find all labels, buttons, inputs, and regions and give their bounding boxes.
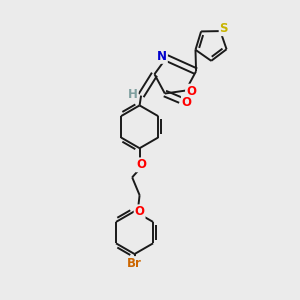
- Text: O: O: [186, 85, 196, 98]
- Text: O: O: [135, 205, 145, 218]
- Text: H: H: [128, 88, 138, 100]
- Text: O: O: [182, 96, 192, 109]
- Text: O: O: [136, 158, 146, 171]
- Text: Br: Br: [127, 257, 142, 270]
- Text: N: N: [157, 50, 167, 63]
- Text: S: S: [220, 22, 228, 35]
